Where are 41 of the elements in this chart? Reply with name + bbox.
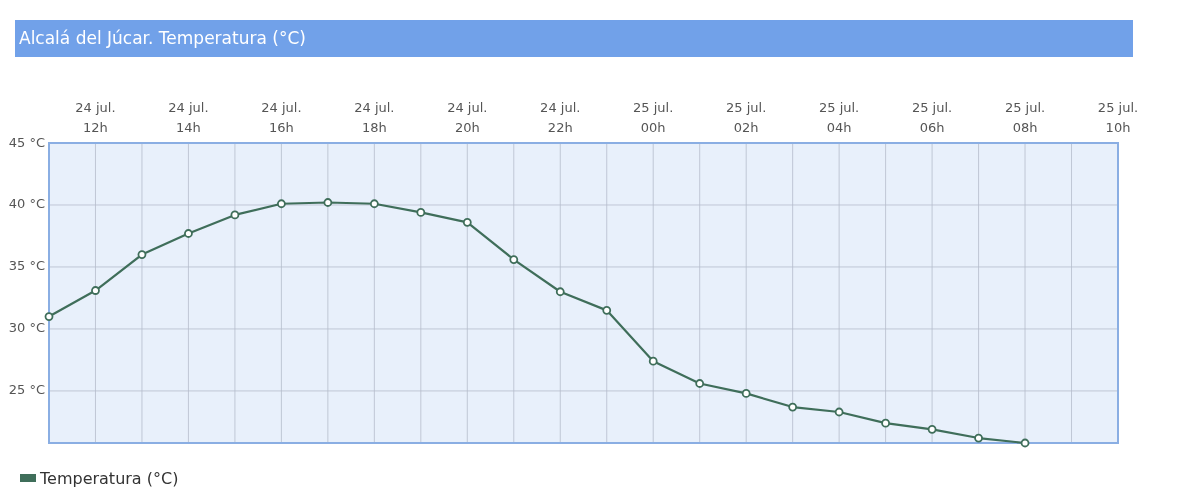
point bbox=[648, 356, 658, 366]
x-tick-label: 25 jul. 08h bbox=[1004, 100, 1046, 135]
point bbox=[137, 250, 147, 259]
point bbox=[509, 255, 519, 264]
point bbox=[927, 424, 937, 434]
x-tick-label: 24 jul. 12h bbox=[75, 100, 116, 135]
x-tick-label: 24 jul. 16h bbox=[261, 100, 302, 135]
point bbox=[323, 198, 333, 207]
point bbox=[741, 389, 751, 398]
point bbox=[184, 229, 193, 238]
x-tick-label: 24 jul. 22h bbox=[540, 100, 581, 135]
x-tick-label: 25 jul. 04h bbox=[818, 100, 860, 135]
legend-label: Temperatura (°C) bbox=[39, 468, 179, 488]
chart-title: Alcalá del Júcar. Temperatura (°C) bbox=[19, 28, 306, 48]
point bbox=[695, 379, 705, 388]
point bbox=[462, 217, 472, 227]
x-tick-label: 24 jul. 20h bbox=[447, 100, 488, 135]
point bbox=[1020, 438, 1030, 448]
y-tick-label: 30 °C bbox=[8, 320, 45, 336]
y-tick-label: 40 °C bbox=[8, 196, 45, 212]
y-tick-label: 45 °C bbox=[8, 134, 45, 150]
point bbox=[881, 418, 891, 428]
x-tick-label: 25 jul. 02h bbox=[726, 100, 767, 135]
point bbox=[276, 199, 286, 209]
point bbox=[416, 208, 426, 217]
point bbox=[369, 199, 379, 209]
x-tick-label: 25 jul. 10h bbox=[1097, 100, 1139, 135]
point bbox=[788, 402, 798, 412]
x-tick-label: 24 jul. 18h bbox=[354, 100, 395, 135]
x-tick-label: 24 jul. 14h bbox=[168, 100, 209, 135]
point bbox=[555, 287, 565, 297]
x-tick-label: 25 jul. 00h bbox=[633, 100, 674, 135]
y-tick-label: 25 °C bbox=[8, 382, 45, 398]
point bbox=[834, 407, 844, 417]
point bbox=[602, 305, 612, 315]
point bbox=[230, 210, 240, 220]
y-tick-label: 35 °C bbox=[8, 258, 45, 274]
x-tick-label: 25 jul. 06h bbox=[911, 100, 953, 135]
point bbox=[44, 312, 54, 321]
point bbox=[974, 433, 983, 443]
point bbox=[91, 286, 100, 295]
